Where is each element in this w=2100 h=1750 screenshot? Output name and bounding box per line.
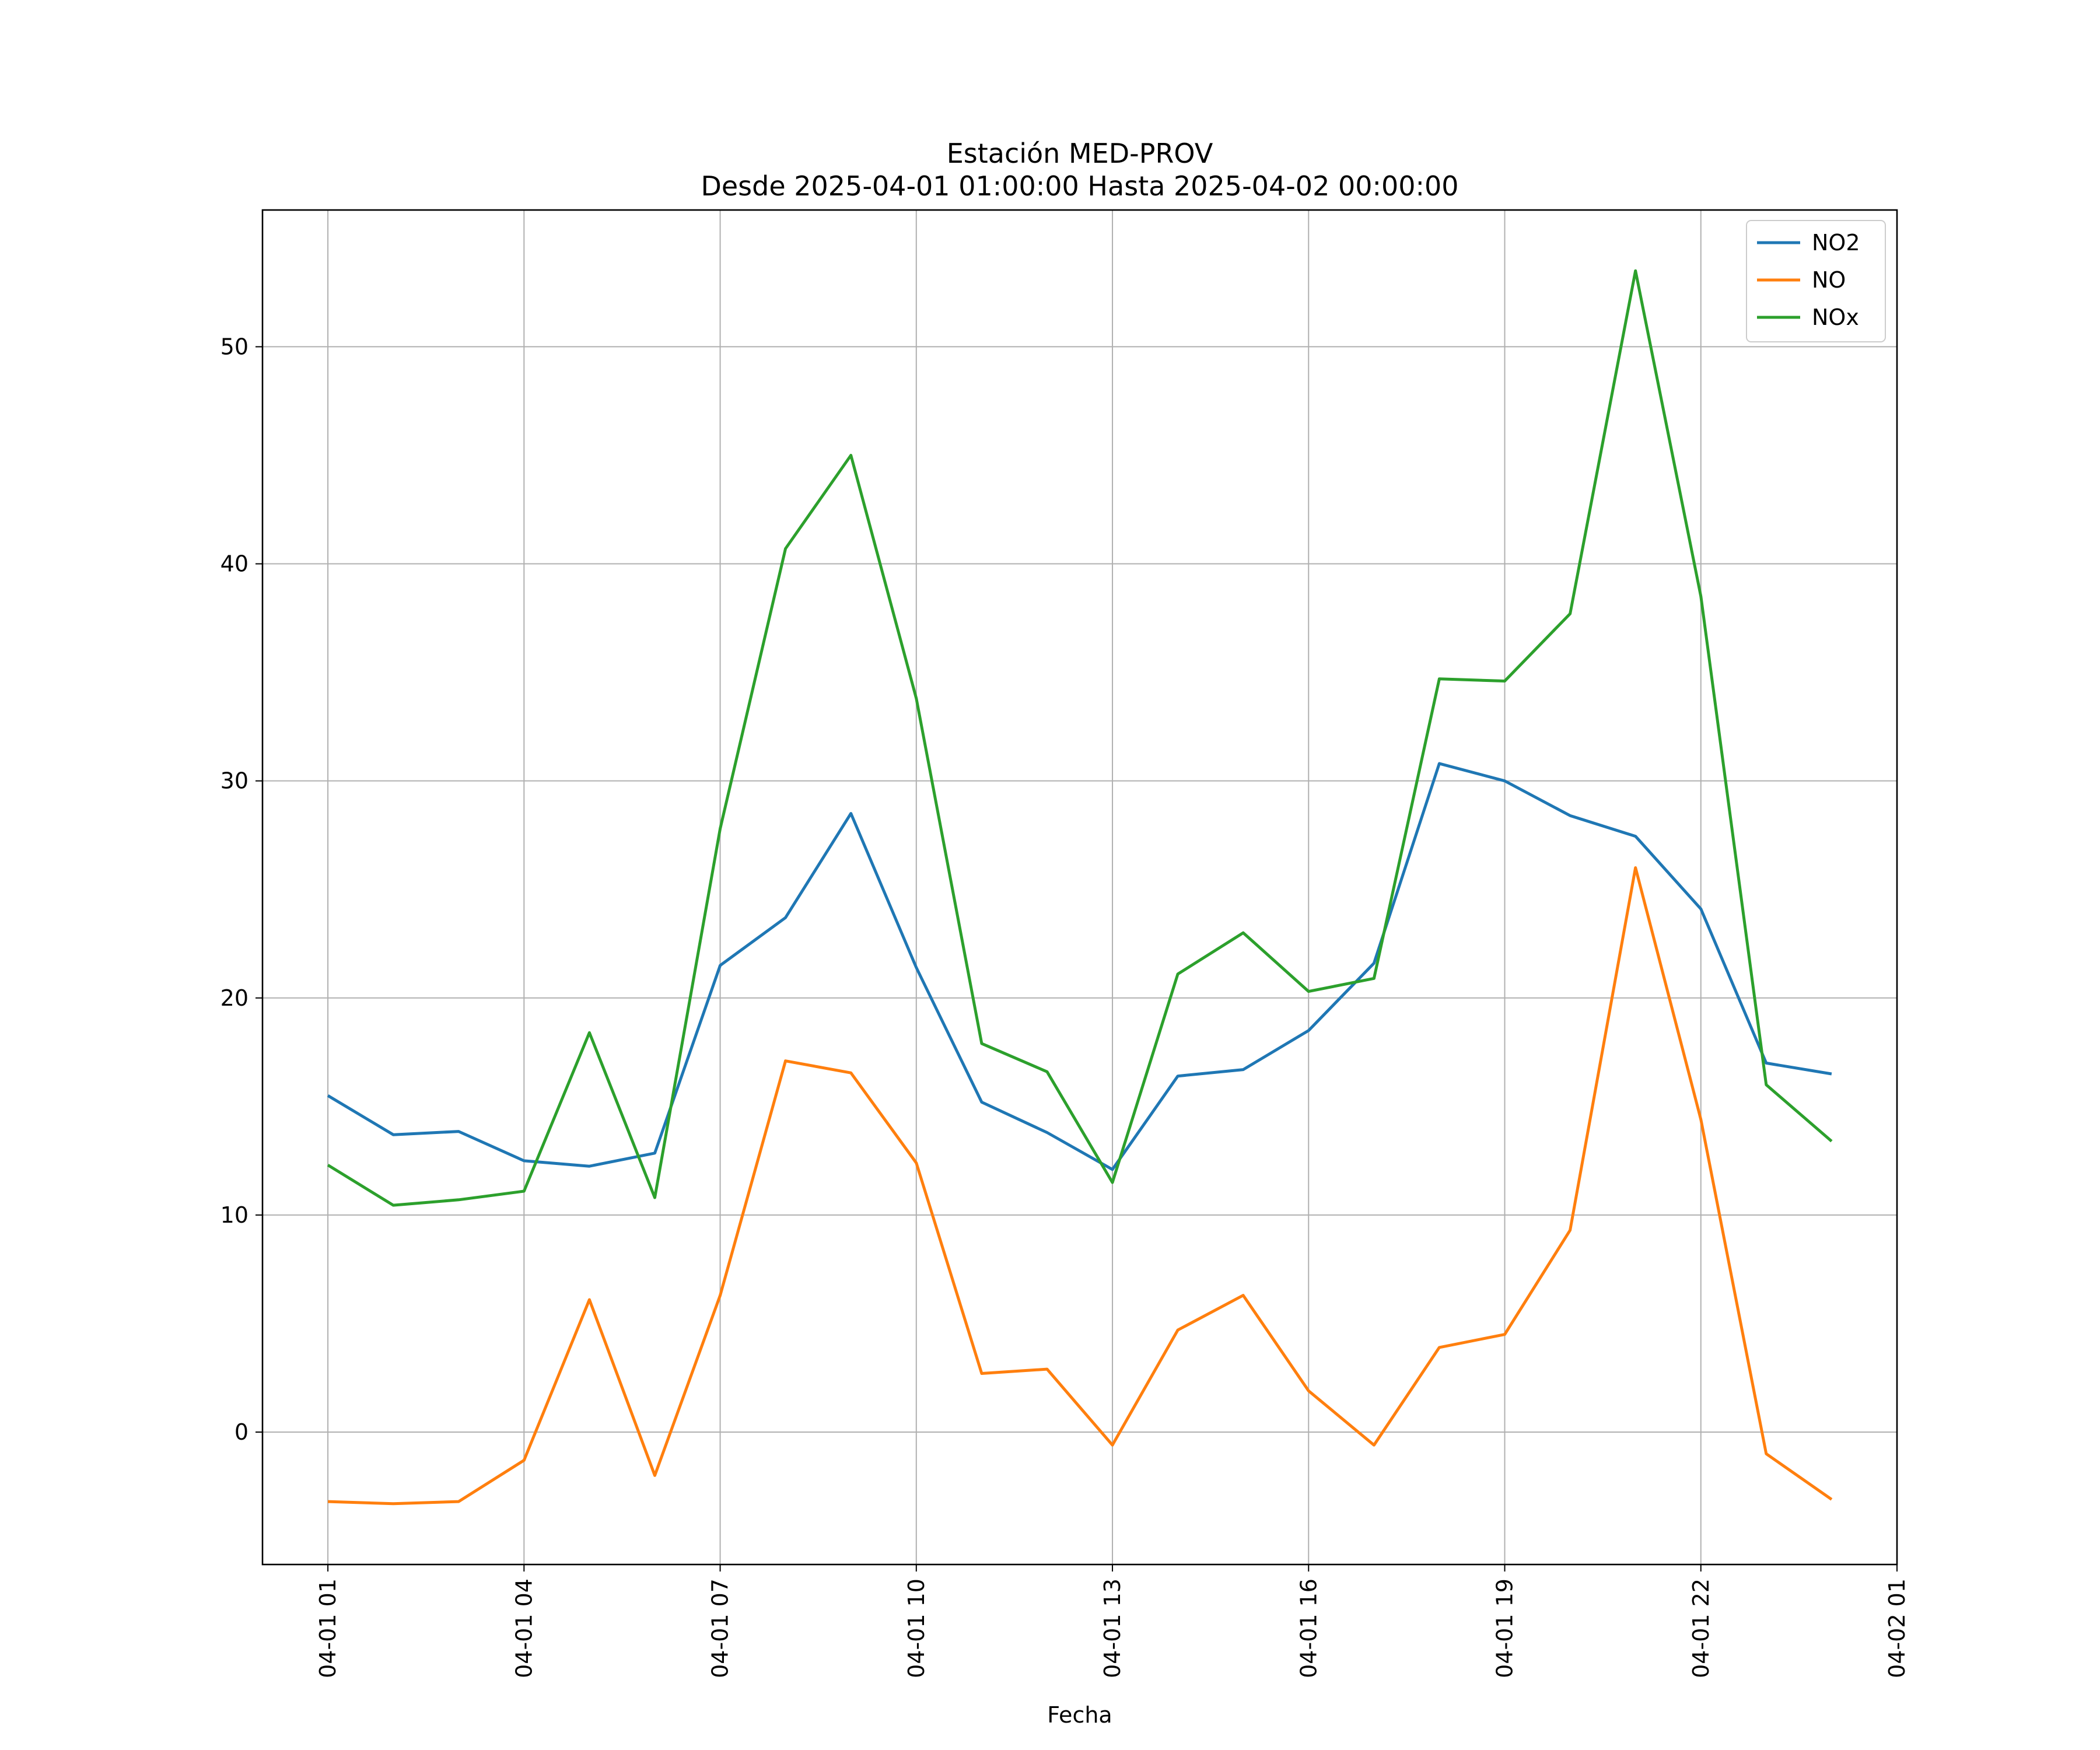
legend-label: NOx (1812, 304, 1859, 330)
legend: NO2 NO NOx (1746, 220, 1886, 342)
legend-label: NO (1812, 267, 1846, 293)
y-tick-label: 10 (220, 1202, 249, 1228)
series-lines (327, 269, 1833, 1506)
y-tick-label: 0 (235, 1419, 249, 1445)
legend-box (1746, 220, 1886, 342)
x-tick-label: 04-02 01 (1884, 1578, 1910, 1678)
x-tick-label: 04-01 19 (1492, 1578, 1518, 1678)
x-tick-label: 04-01 04 (511, 1578, 537, 1678)
y-tick-label: 50 (220, 334, 249, 359)
x-axis: 04-01 01 04-01 04 04-01 07 04-01 10 04-01 13… (315, 1564, 1910, 1678)
chart-subtitle: Desde 2025-04-01 01:00:00 Hasta 2025-04-… (701, 170, 1458, 202)
x-tick-label: 04-01 22 (1688, 1578, 1714, 1678)
series-line-no (328, 866, 1833, 1506)
chart-title: Estación MED-PROV (947, 138, 1213, 169)
x-axis-label: Fecha (1047, 1702, 1112, 1728)
x-tick-label: 04-01 16 (1296, 1578, 1321, 1678)
x-tick-label: 04-01 07 (708, 1578, 733, 1678)
y-tick-label: 20 (220, 985, 249, 1011)
x-tick-label: 04-01 01 (315, 1578, 341, 1678)
y-tick-label: 40 (220, 551, 249, 577)
x-tick-label: 04-01 10 (904, 1578, 929, 1678)
plot-frame (261, 209, 1898, 1566)
y-tick-label: 30 (220, 768, 249, 794)
y-axis: 0 10 20 30 40 50 (220, 334, 262, 1445)
series-line-no2 (327, 762, 1832, 1171)
x-tick-label: 04-01 13 (1100, 1578, 1125, 1678)
legend-label: NO2 (1812, 230, 1860, 256)
series-line-nox (327, 269, 1833, 1207)
